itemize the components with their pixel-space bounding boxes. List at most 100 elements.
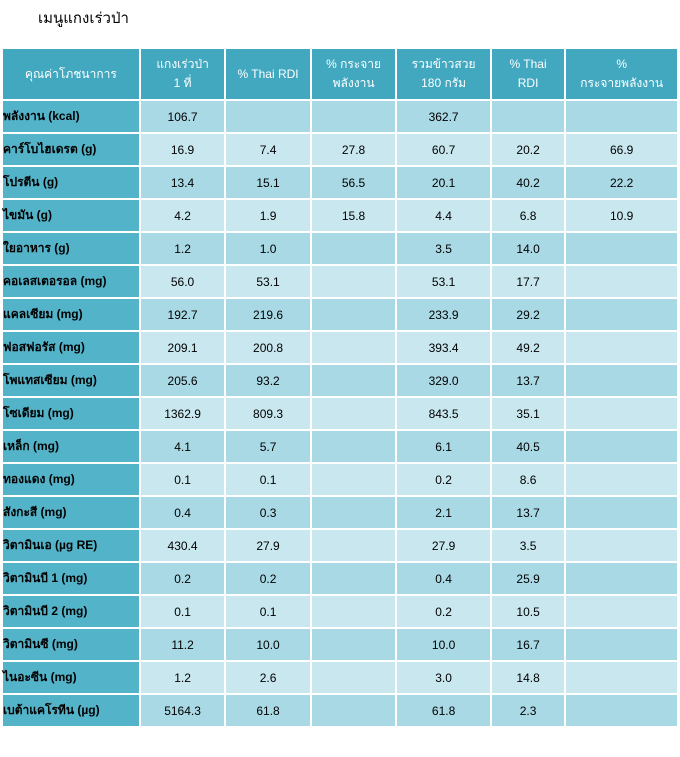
- table-cell: 209.1: [140, 332, 225, 363]
- table-cell: 15.1: [226, 167, 310, 198]
- column-header: % Thai RDI: [226, 49, 310, 99]
- table-cell: 61.8: [226, 695, 310, 726]
- table-cell: 40.5: [491, 431, 565, 462]
- nutrient-label: วิตามินบี 2 (mg): [3, 596, 139, 627]
- column-header: รวมข้าวสวย 180 กรัม: [397, 49, 490, 99]
- table-cell: 53.1: [226, 266, 310, 297]
- table-cell: 93.2: [226, 365, 310, 396]
- table-cell: [566, 596, 677, 627]
- table-cell: 0.4: [397, 563, 490, 594]
- table-cell: 2.3: [491, 695, 565, 726]
- table-cell: 53.1: [397, 266, 490, 297]
- table-cell: [566, 563, 677, 594]
- table-cell: 22.2: [566, 167, 677, 198]
- table-cell: 17.7: [491, 266, 565, 297]
- table-cell: [566, 299, 677, 330]
- table-row: ไขมัน (g) 4.2 1.9 15.8 4.4 6.8 10.9: [3, 200, 677, 231]
- nutrient-label: วิตามินซี (mg): [3, 629, 139, 660]
- table-cell: 1.2: [140, 233, 225, 264]
- table-cell: 25.9: [491, 563, 565, 594]
- table-cell: 1362.9: [140, 398, 225, 429]
- table-cell: 4.4: [397, 200, 490, 231]
- table-cell: [226, 101, 310, 132]
- table-row: วิตามินบี 2 (mg) 0.1 0.1 0.2 10.5: [3, 596, 677, 627]
- table-cell: 0.3: [226, 497, 310, 528]
- table-cell: [566, 497, 677, 528]
- table-cell: 20.1: [397, 167, 490, 198]
- table-cell: 106.7: [140, 101, 225, 132]
- table-cell: 27.8: [311, 134, 396, 165]
- table-cell: 0.1: [226, 596, 310, 627]
- table-cell: 27.9: [397, 530, 490, 561]
- table-cell: [311, 695, 396, 726]
- table-cell: 10.0: [397, 629, 490, 660]
- table-cell: 0.2: [140, 563, 225, 594]
- table-cell: [566, 530, 677, 561]
- table-cell: 61.8: [397, 695, 490, 726]
- table-cell: 13.7: [491, 497, 565, 528]
- table-cell: 8.6: [491, 464, 565, 495]
- table-body: พลังงาน (kcal) 106.7 362.7 คาร์โบไฮเดรต (g)…: [3, 101, 677, 726]
- table-cell: 200.8: [226, 332, 310, 363]
- table-row: ไนอะซีน (mg) 1.2 2.6 3.0 14.8: [3, 662, 677, 693]
- table-cell: 3.5: [491, 530, 565, 561]
- nutrient-label: แคลเซียม (mg): [3, 299, 139, 330]
- nutrient-label: ฟอสฟอรัส (mg): [3, 332, 139, 363]
- table-row: ทองแดง (mg) 0.1 0.1 0.2 8.6: [3, 464, 677, 495]
- table-row: วิตามินซี (mg) 11.2 10.0 10.0 16.7: [3, 629, 677, 660]
- table-cell: 10.9: [566, 200, 677, 231]
- table-cell: 29.2: [491, 299, 565, 330]
- table-cell: 20.2: [491, 134, 565, 165]
- table-cell: [566, 629, 677, 660]
- table-cell: 0.4: [140, 497, 225, 528]
- table-cell: 362.7: [397, 101, 490, 132]
- table-cell: [566, 662, 677, 693]
- column-header: % กระจายพลังงาน: [566, 49, 677, 99]
- nutrient-label: เหล็ก (mg): [3, 431, 139, 462]
- nutrient-label: โพแทสเซียม (mg): [3, 365, 139, 396]
- nutrient-label: วิตามินบี 1 (mg): [3, 563, 139, 594]
- table-cell: [311, 101, 396, 132]
- table-cell: 35.1: [491, 398, 565, 429]
- nutrient-label: สังกะสี (mg): [3, 497, 139, 528]
- table-row: เหล็ก (mg) 4.1 5.7 6.1 40.5: [3, 431, 677, 462]
- table-cell: 66.9: [566, 134, 677, 165]
- nutrient-label: วิตามินเอ (µg RE): [3, 530, 139, 561]
- column-header: % กระจาย พลังงาน: [311, 49, 396, 99]
- nutrient-label: ไขมัน (g): [3, 200, 139, 231]
- table-cell: [311, 662, 396, 693]
- table-cell: 3.0: [397, 662, 490, 693]
- table-row: คาร์โบไฮเดรต (g) 16.9 7.4 27.8 60.7 20.2 66.9: [3, 134, 677, 165]
- table-row: แคลเซียม (mg) 192.7 219.6 233.9 29.2: [3, 299, 677, 330]
- table-row: วิตามินเอ (µg RE) 430.4 27.9 27.9 3.5: [3, 530, 677, 561]
- table-cell: [311, 530, 396, 561]
- nutrient-label: โปรตีน (g): [3, 167, 139, 198]
- table-cell: 1.0: [226, 233, 310, 264]
- table-header-row: คุณค่าโภชนาการ แกงเร่วป่า 1 ที่% Thai RDI%…: [3, 49, 677, 99]
- table-cell: [566, 464, 677, 495]
- table-cell: [491, 101, 565, 132]
- table-cell: [566, 431, 677, 462]
- table-cell: 49.2: [491, 332, 565, 363]
- table-cell: [311, 266, 396, 297]
- table-cell: 16.9: [140, 134, 225, 165]
- table-cell: [311, 332, 396, 363]
- table-cell: [566, 101, 677, 132]
- nutrient-label: พลังงาน (kcal): [3, 101, 139, 132]
- table-cell: 0.2: [226, 563, 310, 594]
- table-row: สังกะสี (mg) 0.4 0.3 2.1 13.7: [3, 497, 677, 528]
- nutrient-label: ไนอะซีน (mg): [3, 662, 139, 693]
- table-cell: [566, 695, 677, 726]
- nutrient-label: โซเดียม (mg): [3, 398, 139, 429]
- table-cell: 10.0: [226, 629, 310, 660]
- table-row: โปรตีน (g) 13.4 15.1 56.5 20.1 40.2 22.2: [3, 167, 677, 198]
- nutrient-label: เบต้าแคโรทีน (µg): [3, 695, 139, 726]
- table-cell: 0.2: [397, 464, 490, 495]
- nutrient-label: ทองแดง (mg): [3, 464, 139, 495]
- table-cell: 0.1: [226, 464, 310, 495]
- table-cell: [311, 464, 396, 495]
- table-cell: [311, 299, 396, 330]
- table-cell: 56.5: [311, 167, 396, 198]
- table-cell: 233.9: [397, 299, 490, 330]
- table-row: ใยอาหาร (g) 1.2 1.0 3.5 14.0: [3, 233, 677, 264]
